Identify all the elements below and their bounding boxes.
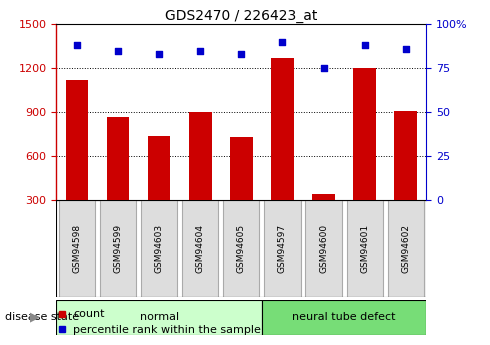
Point [73, 42, 81, 48]
Text: neural tube defect: neural tube defect [293, 313, 396, 322]
Bar [189, 112, 212, 200]
Title: GDS2470 / 226423_at: GDS2470 / 226423_at [165, 9, 318, 23]
Bar [148, 136, 171, 200]
Bar [223, 200, 259, 297]
Text: ▶: ▶ [29, 311, 39, 324]
Bar [264, 200, 300, 297]
Legend: count, percentile rank within the sample: count, percentile rank within the sample [52, 305, 266, 339]
Text: normal: normal [140, 313, 179, 322]
Point [278, 39, 286, 45]
Bar [388, 200, 424, 297]
Text: GSM94598: GSM94598 [73, 224, 81, 273]
Bar [271, 58, 294, 200]
Point [155, 51, 163, 57]
Bar [353, 68, 376, 200]
Text: GSM94603: GSM94603 [155, 224, 164, 273]
Bar [141, 200, 177, 297]
Bar [230, 137, 253, 200]
Bar [59, 200, 95, 297]
Bar [305, 200, 342, 297]
Point [238, 51, 245, 57]
Text: GSM94602: GSM94602 [401, 224, 410, 273]
Bar [56, 300, 262, 335]
Bar [312, 194, 335, 200]
Text: GSM94601: GSM94601 [360, 224, 369, 273]
Point [319, 66, 327, 71]
Point [361, 42, 368, 48]
Bar [346, 200, 383, 297]
Text: GSM94604: GSM94604 [196, 224, 205, 273]
Point [196, 48, 204, 53]
Bar [394, 111, 417, 200]
Text: GSM94599: GSM94599 [114, 224, 122, 273]
Bar [182, 200, 219, 297]
Bar [107, 117, 129, 200]
Text: disease state: disease state [5, 313, 79, 322]
Text: GSM94605: GSM94605 [237, 224, 246, 273]
Text: GSM94597: GSM94597 [278, 224, 287, 273]
Point [402, 46, 410, 51]
Point [114, 48, 122, 53]
Bar [262, 300, 426, 335]
Bar [66, 80, 88, 200]
Text: GSM94600: GSM94600 [319, 224, 328, 273]
Bar [100, 200, 136, 297]
